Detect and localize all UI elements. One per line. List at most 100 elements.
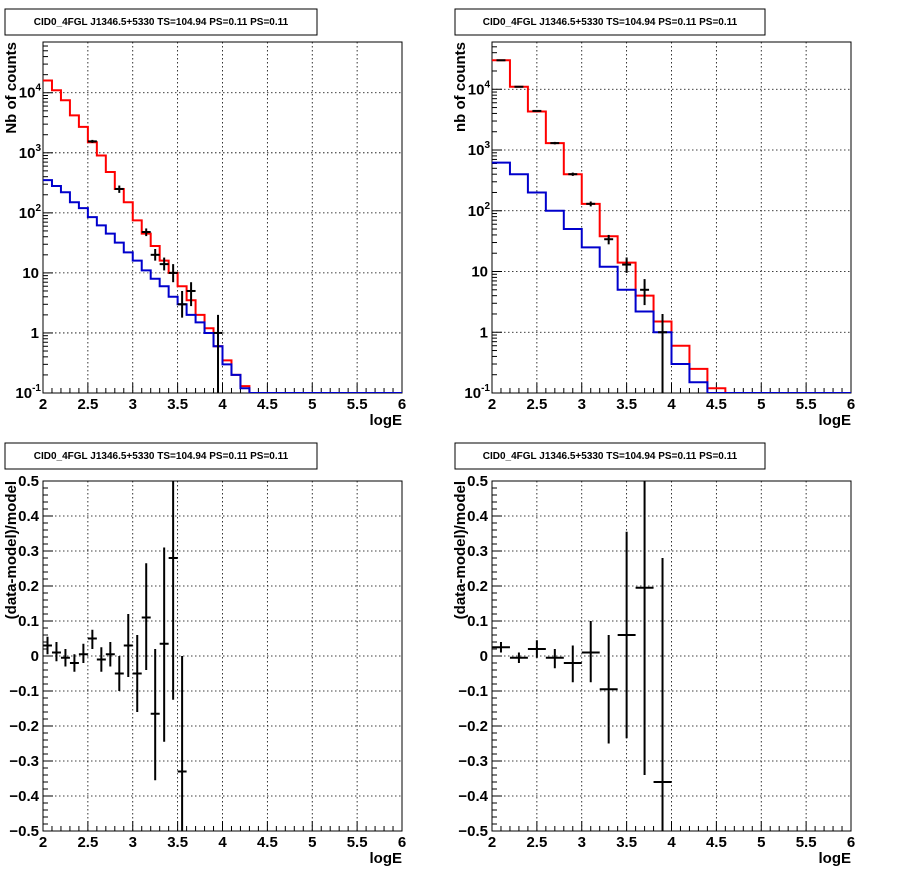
- y-axis-ticks: −0.5 −0.4 −0.3 −0.2 −0.1 0 0.1 0.2 0.3 0.4 0.5: [458, 473, 502, 840]
- data-point: [658, 313, 668, 393]
- x-tick-label: 3.5: [616, 396, 637, 413]
- y-tick-label: 0: [31, 648, 39, 665]
- x-tick-label: 5.5: [796, 396, 817, 413]
- x-tick-label: 3.5: [167, 834, 188, 851]
- x-axis-label: logE: [819, 412, 852, 429]
- data-point: [550, 141, 560, 145]
- data-point: [132, 635, 142, 712]
- histogram-series-blue: [492, 161, 851, 393]
- x-tick-label: 2: [39, 396, 47, 413]
- y-axis-label: (data-model)/model: [3, 481, 20, 619]
- x-axis-ticks: 2 2.5 3 3.5 4 4.5 5 5.5 6: [39, 821, 406, 851]
- data-point: [60, 649, 70, 667]
- y-tick-label: 0: [480, 648, 488, 665]
- y-tick-label: 0.5: [467, 473, 488, 490]
- x-tick-label: 4.5: [257, 396, 278, 413]
- x-tick-label: 6: [847, 834, 855, 851]
- histogram-series-blue: [43, 179, 402, 393]
- y-tick-label: 10: [471, 264, 488, 281]
- x-tick-label: 3: [578, 834, 586, 851]
- data-point: [545, 649, 564, 669]
- x-tick-label: 5.5: [796, 834, 817, 851]
- data-point: [150, 249, 160, 261]
- x-tick-label: 3.5: [616, 834, 637, 851]
- y-tick-label: 0.5: [18, 473, 39, 490]
- title-box: CID0_4FGL J1346.5+5330 TS=104.94 PS=0.11…: [4, 442, 318, 470]
- x-tick-label: 4.5: [257, 834, 278, 851]
- data-point: [114, 185, 124, 193]
- data-point: [532, 109, 542, 112]
- data-point: [586, 201, 596, 207]
- x-tick-label: 5: [757, 834, 765, 851]
- x-axis-label: logE: [819, 850, 852, 867]
- data-point: [177, 656, 187, 831]
- data-point: [635, 481, 654, 775]
- plot-panel-2: CID0_4FGL J1346.5+5330 TS=104.94 PS=0.11…: [452, 8, 855, 429]
- y-tick-label: 103: [468, 140, 491, 159]
- data-point: [622, 257, 632, 273]
- y-tick-label: 0.3: [467, 543, 488, 560]
- data-point: [159, 257, 169, 271]
- data-point: [527, 640, 546, 658]
- x-tick-label: 4: [218, 396, 227, 413]
- data-layer: [492, 59, 851, 393]
- y-tick-label: 10-1: [464, 383, 490, 402]
- x-tick-label: 6: [847, 396, 855, 413]
- data-point: [141, 228, 151, 237]
- y-tick-label: 104: [19, 83, 42, 102]
- data-point: [51, 642, 61, 662]
- x-tick-label: 6: [398, 834, 406, 851]
- data-point: [509, 652, 528, 663]
- y-tick-label: 0.1: [467, 613, 488, 630]
- data-point: [599, 635, 618, 744]
- title-box-frame: [4, 8, 318, 36]
- x-tick-label: 3: [578, 396, 586, 413]
- data-point: [87, 139, 97, 143]
- x-tick-label: 4.5: [706, 396, 727, 413]
- data-point: [496, 59, 506, 62]
- y-tick-label: 102: [468, 201, 491, 220]
- data-point: [186, 282, 196, 307]
- y-tick-label: 0.4: [467, 508, 489, 525]
- data-point: [123, 614, 133, 677]
- plot-panel-3: CID0_4FGL J1346.5+5330 TS=104.94 PS=0.11…: [3, 442, 406, 867]
- x-axis-ticks: 2 2.5 3 3.5 4 4.5 5 5.5 6: [39, 383, 406, 413]
- data-point: [69, 654, 79, 672]
- x-tick-label: 2.5: [77, 834, 98, 851]
- plot-title: CID0_4FGL J1346.5+5330 TS=104.94 PS=0.11…: [34, 451, 289, 462]
- data-point: [150, 649, 160, 781]
- y-tick-label: −0.1: [458, 683, 488, 700]
- grid-lines: [43, 480, 402, 831]
- title-box-frame: [454, 442, 766, 470]
- data-layer: [492, 481, 672, 831]
- data-layer: [43, 79, 402, 393]
- y-tick-label: 10: [22, 265, 39, 282]
- data-point: [617, 531, 636, 739]
- y-axis-ticks: −0.5 −0.4 −0.3 −0.2 −0.1 0 0.1 0.2 0.3 0.4 0.5: [9, 473, 53, 840]
- x-tick-label: 5.5: [347, 396, 368, 413]
- data-point: [563, 645, 582, 683]
- x-tick-label: 5.5: [347, 834, 368, 851]
- y-tick-label: −0.1: [9, 683, 39, 700]
- y-tick-label: −0.2: [458, 718, 488, 735]
- y-tick-label: −0.4: [9, 788, 39, 805]
- x-tick-label: 4: [667, 834, 676, 851]
- x-tick-label: 2: [39, 834, 47, 851]
- x-tick-label: 4: [667, 396, 676, 413]
- y-axis-ticks: 10-1 1 10 102 103 104: [464, 41, 502, 402]
- x-tick-label: 2.5: [526, 834, 547, 851]
- grid-lines: [492, 480, 851, 831]
- x-tick-label: 6: [398, 396, 406, 413]
- x-tick-label: 2.5: [526, 396, 547, 413]
- y-tick-label: 0.3: [18, 543, 39, 560]
- data-point: [653, 558, 672, 831]
- grid-lines: [43, 42, 402, 393]
- y-axis-ticks: 10-1 1 10 102 103 104: [15, 41, 53, 402]
- y-tick-label: −0.3: [9, 753, 39, 770]
- data-point: [87, 629, 97, 649]
- y-axis-label: Nb of counts: [3, 42, 20, 134]
- x-axis-ticks: 2 2.5 3 3.5 4 4.5 5 5.5 6: [488, 383, 855, 413]
- x-tick-label: 5: [308, 396, 316, 413]
- data-point: [141, 563, 151, 670]
